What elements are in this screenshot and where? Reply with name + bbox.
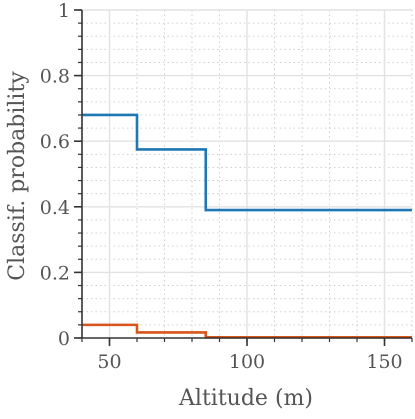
x-tick-label: 50 bbox=[97, 351, 121, 373]
y-tick-label: 0 bbox=[58, 328, 70, 350]
y-tick-label: 0.4 bbox=[40, 197, 70, 219]
y-tick-label: 0.2 bbox=[40, 262, 70, 284]
y-axis-label: Classif. probability bbox=[5, 71, 30, 281]
y-tick-label: 0.6 bbox=[40, 131, 70, 153]
x-tick-label: 100 bbox=[229, 351, 265, 373]
y-tick-label: 0.8 bbox=[40, 66, 70, 88]
x-tick-label: 150 bbox=[366, 351, 402, 373]
x-axis-label: Altitude (m) bbox=[178, 386, 313, 411]
labels-layer: Altitude (m) Classif. probability 0 0.2 0.… bbox=[5, 0, 403, 411]
y-tick-label: 1 bbox=[58, 0, 70, 22]
grid-layer bbox=[81, 9, 413, 338]
series-line-1 bbox=[82, 113, 412, 212]
axes-layer bbox=[74, 9, 413, 346]
